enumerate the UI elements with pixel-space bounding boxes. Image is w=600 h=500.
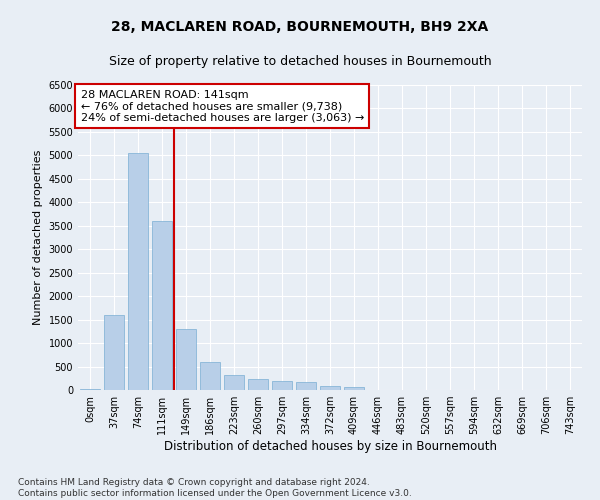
Y-axis label: Number of detached properties: Number of detached properties	[33, 150, 43, 325]
X-axis label: Distribution of detached houses by size in Bournemouth: Distribution of detached houses by size …	[163, 440, 497, 453]
Text: Contains HM Land Registry data © Crown copyright and database right 2024.
Contai: Contains HM Land Registry data © Crown c…	[18, 478, 412, 498]
Bar	[320, 386, 340, 390]
Bar	[272, 382, 292, 390]
Bar	[200, 362, 220, 390]
Text: 28, MACLAREN ROAD, BOURNEMOUTH, BH9 2XA: 28, MACLAREN ROAD, BOURNEMOUTH, BH9 2XA	[112, 20, 488, 34]
Bar	[128, 153, 148, 390]
Bar	[248, 379, 268, 390]
Bar	[104, 315, 124, 390]
Bar	[176, 329, 196, 390]
Bar	[80, 388, 100, 390]
Bar	[344, 387, 364, 390]
Bar	[224, 375, 244, 390]
Text: Size of property relative to detached houses in Bournemouth: Size of property relative to detached ho…	[109, 55, 491, 68]
Bar	[152, 221, 172, 390]
Bar	[296, 382, 316, 390]
Text: 28 MACLAREN ROAD: 141sqm
← 76% of detached houses are smaller (9,738)
24% of sem: 28 MACLAREN ROAD: 141sqm ← 76% of detach…	[80, 90, 364, 123]
